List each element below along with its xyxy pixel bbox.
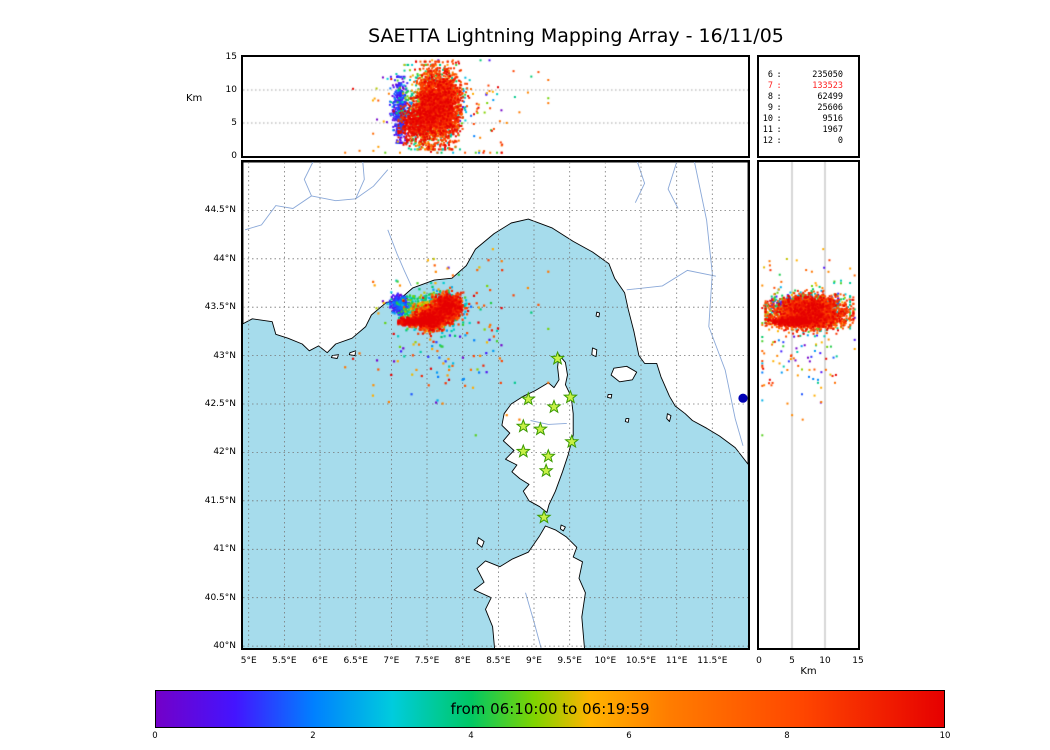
map-panel — [241, 160, 750, 650]
count-label: 7 — [767, 81, 773, 91]
altitude-latitude-panel — [757, 160, 860, 650]
altitude-ytick-5: 5 — [231, 118, 237, 128]
source-count-row-11: 11:1967 — [759, 125, 858, 136]
altitude-ytick-15: 15 — [225, 52, 237, 62]
lon-tick-10: 10°E — [594, 656, 617, 666]
lon-tick-4: 7°E — [383, 656, 400, 666]
count-value: 25606 — [817, 103, 843, 113]
colorbar-label: from 06:10:00 to 06:19:59 — [450, 700, 650, 718]
count-value: 0 — [837, 136, 843, 146]
lon-tick-13: 11.5°E — [697, 656, 728, 666]
map-scatter-canvas — [243, 162, 748, 648]
km-axis-label: Km — [800, 666, 817, 677]
lat-tick-9: 44.5°N — [204, 205, 236, 216]
lat-tick-4: 42°N — [213, 447, 236, 458]
altitude-ytick-10: 10 — [225, 85, 237, 95]
count-label: 10 — [762, 114, 773, 124]
colorbar-tick-0: 0 — [152, 731, 158, 741]
colorbar-tick-6: 6 — [626, 731, 632, 741]
lon-tick-7: 8.5°E — [486, 656, 511, 666]
lat-tick-0: 40°N — [213, 641, 236, 652]
source-count-row-7: 7:133523 — [759, 81, 858, 92]
km-xtick-15: 15 — [852, 656, 864, 666]
lon-tick-9: 9.5°E — [557, 656, 582, 666]
figure-title: SAETTA Lightning Mapping Array - 16/11/0… — [368, 25, 784, 47]
source-count-row-12: 12:0 — [759, 136, 858, 147]
colorbar-tick-10: 10 — [939, 731, 951, 741]
source-counts-panel: 6:235050 7:133523 8:62499 9:25606 10:9516 11:… — [757, 55, 860, 158]
source-count-row-10: 10:9516 — [759, 114, 858, 125]
altitude-longitude-panel — [241, 55, 750, 158]
time-colorbar: from 06:10:00 to 06:19:59 — [155, 690, 945, 728]
source-count-row-9: 9:25606 — [759, 103, 858, 114]
altitude-longitude-scatter-canvas — [243, 57, 748, 156]
km-xtick-0: 0 — [756, 656, 762, 666]
source-count-row-6: 6:235050 — [759, 70, 858, 81]
lat-tick-5: 42.5°N — [204, 399, 236, 410]
lon-tick-6: 8°E — [454, 656, 471, 666]
count-label: 12 — [762, 136, 773, 146]
lat-tick-1: 40.5°N — [204, 592, 236, 603]
lat-tick-7: 43.5°N — [204, 302, 236, 313]
lon-tick-12: 11°E — [665, 656, 688, 666]
lat-tick-8: 44°N — [213, 253, 236, 264]
altitude-ytick-0: 0 — [231, 151, 237, 161]
lon-tick-2: 6°E — [312, 656, 328, 666]
count-value: 9516 — [822, 114, 843, 124]
lon-tick-1: 5.5°E — [272, 656, 297, 666]
km-xtick-10: 10 — [819, 656, 831, 666]
lat-tick-2: 41°N — [213, 544, 236, 555]
count-value: 1967 — [822, 125, 843, 135]
count-value: 133523 — [812, 81, 843, 91]
count-label: 11 — [762, 125, 773, 135]
count-label: 9 — [767, 103, 773, 113]
lon-tick-3: 6.5°E — [343, 656, 368, 666]
altitude-axis-label: Km — [186, 93, 203, 104]
lon-tick-11: 10.5°E — [625, 656, 657, 666]
colorbar-tick-8: 8 — [784, 731, 790, 741]
lon-tick-8: 9°E — [526, 656, 542, 666]
lon-tick-5: 7.5°E — [414, 656, 440, 666]
lat-tick-3: 41.5°N — [204, 495, 236, 506]
colorbar-tick-4: 4 — [468, 731, 474, 741]
source-count-row-8: 8:62499 — [759, 92, 858, 103]
count-label: 8 — [767, 92, 773, 102]
km-xtick-5: 5 — [789, 656, 795, 666]
lat-tick-6: 43°N — [213, 350, 236, 361]
count-label: 6 — [767, 70, 773, 80]
lon-tick-0: 5°E — [240, 656, 257, 666]
count-value: 235050 — [812, 70, 843, 80]
altitude-latitude-scatter-canvas — [759, 162, 858, 648]
count-value: 62499 — [817, 92, 843, 102]
colorbar-tick-2: 2 — [310, 731, 316, 741]
